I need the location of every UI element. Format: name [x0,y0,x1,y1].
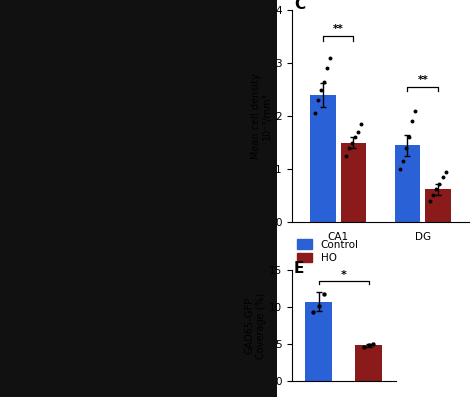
Point [433,186,440,193]
Text: **: ** [333,24,344,35]
Bar [355,345,382,381]
Point [320,79,328,85]
Point [427,198,434,204]
Bar [305,302,332,381]
Point [315,303,322,309]
Bar [395,145,420,222]
Point [342,153,349,159]
Text: E: E [293,261,304,276]
Point [311,110,319,117]
Bar [310,95,336,222]
Bar [341,143,366,222]
Point [396,166,404,172]
Point [439,174,447,180]
Point [324,65,331,71]
Point [314,97,322,103]
Point [354,129,362,135]
Point [405,134,413,141]
Point [369,341,377,347]
Point [408,118,416,125]
Point [436,181,443,187]
Point [348,139,356,146]
Point [351,134,359,141]
Point [365,342,373,348]
Point [399,158,407,164]
Point [360,344,368,350]
Text: **: ** [417,75,428,85]
Bar [425,189,451,222]
Point [320,291,328,297]
Y-axis label: GAD65-GFP
Coverage (%): GAD65-GFP Coverage (%) [244,292,266,359]
Point [327,54,334,61]
Point [345,145,353,151]
Legend: Control, HO: Control, HO [297,239,359,263]
Y-axis label: Mean cell density
10⁻³/mm³: Mean cell density 10⁻³/mm³ [251,73,273,159]
Point [411,108,419,114]
Point [318,87,325,93]
Text: C: C [294,0,305,12]
Point [442,169,449,175]
Point [310,309,317,315]
Text: *: * [341,270,346,280]
Point [429,191,437,198]
Point [357,121,365,127]
Point [402,145,410,151]
